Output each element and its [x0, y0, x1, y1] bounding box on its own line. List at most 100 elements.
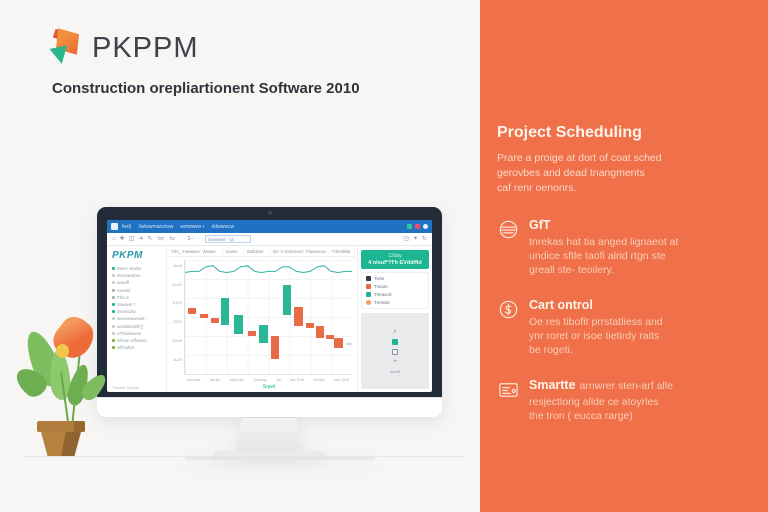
candlestick-bar — [259, 324, 268, 344]
plant-pot — [41, 432, 81, 457]
y-axis-tick-label: 3kaft — [173, 262, 182, 268]
candlestick-bar — [306, 322, 315, 329]
app-sidebar: PKPM Mwm Wwbs Wwwwwbw-wwwff Iwwwd FfcLw Swww… — [107, 246, 167, 392]
candlestick-bar — [220, 297, 230, 325]
feature-text: Cart ontrol Oe res tibofit prrstatliess a… — [529, 298, 663, 357]
tree-item-label: Swwwtr * — [117, 301, 136, 307]
plant-pot-rim — [37, 421, 85, 432]
feature-text: Smartte arnwrer sten-arf alle resjectlorig… — [529, 378, 673, 423]
logo-green-shape — [49, 45, 71, 66]
legend-label: Trerarst — [374, 300, 390, 305]
feature-body-line: ynr roret or isoe tietirdy raits — [529, 330, 660, 342]
tree-bullet-icon — [112, 331, 115, 335]
feature-item: GfT tnrekas hat tia anged lignaeot at undi… — [497, 218, 732, 277]
titlebar-menu-item[interactable]: ddwwwcw — [211, 223, 235, 230]
tree-item-label: wffcwfwt — [117, 345, 134, 351]
sidebar-tree-item[interactable]: wwwff — [112, 280, 163, 285]
column-header[interactable]: Balldwet — [245, 248, 271, 254]
candlestick-bar — [210, 318, 220, 323]
chart-page-link[interactable]: Sqwd — [262, 384, 276, 390]
legend-item[interactable]: Twist — [366, 276, 424, 281]
feature-body-line: the tron ( eucca rarge) — [529, 410, 633, 422]
intro-line: Prare a proige at dort of coat sched — [497, 152, 662, 164]
x-axis-tick-label: kwSjw — [313, 377, 325, 382]
column-header[interactable]: Wasav — [201, 248, 224, 254]
legend-swatch-icon — [366, 300, 371, 305]
legend-item[interactable]: Tracas — [366, 284, 424, 289]
webcam-dot — [267, 211, 272, 215]
titlebar-menu-item[interactable]: wmwwws r — [180, 223, 205, 230]
legend-item[interactable]: Trerarst — [366, 300, 424, 305]
feature-pane-intro: Prare a proige at dort of coat sched gero… — [497, 151, 732, 196]
tree-bullet-icon — [112, 267, 115, 270]
sidebar-tree-item[interactable]: Mwm Wwbs — [112, 266, 163, 271]
frame-tool-icon[interactable] — [392, 348, 398, 355]
monitor-stand-neck — [236, 417, 302, 453]
app-toolbar: ⌂ ✚ ◫ ➜ ✎ fwf fw Σ-- Ewwwwt - (3 ◳ ✦ ↻ — [107, 233, 432, 246]
sidebar-tree-item[interactable]: wwdwfwwft'() — [112, 324, 163, 329]
column-header[interactable]: QV 'A Gnksevam — [272, 248, 305, 254]
app-logo-icon — [111, 223, 118, 230]
monitor-stand-base — [213, 451, 325, 458]
sidebar-tree-item[interactable]: wwwwwwwwt - — [112, 316, 163, 321]
toolbar-button-icon[interactable]: ◳ — [403, 236, 409, 242]
tree-item-label: Wfww wffwwwr — [117, 337, 148, 343]
toolbar-button-icon[interactable]: ◫ — [128, 236, 135, 242]
sidebar-tree-item[interactable]: Wwwcdw — [112, 309, 163, 314]
legend-swatch-icon — [366, 276, 371, 281]
toolbar-button-icon[interactable]: ✎ — [147, 236, 153, 242]
sidebar-tree-item[interactable]: uTfwwwwrw — [112, 331, 163, 336]
titlebar-menu-item[interactable]: fwd| — [122, 223, 132, 230]
sidebar-tree-item[interactable]: wffcwfwt — [112, 345, 163, 350]
candlestick-bar — [294, 306, 303, 327]
add-tool-icon[interactable]: + — [393, 358, 397, 365]
candlestick-bar — [316, 326, 325, 338]
column-header[interactable]: Fluarwcas — [304, 248, 330, 254]
column-header[interactable]: Tdtrofwlat — [330, 248, 355, 254]
tree-item-label: wwwwwwwwt - — [117, 316, 147, 322]
tree-item-label: wwwff — [117, 280, 130, 286]
tree-item-label: wwdwfwwft'() — [117, 323, 144, 329]
titlebar-menu-item[interactable]: Jwlwwmans/ww — [138, 223, 174, 230]
sidebar-tree-item[interactable]: FfcLw — [112, 295, 163, 300]
window-user-icon[interactable] — [423, 224, 428, 229]
brand-logo-icon — [49, 28, 82, 66]
x-axis-tick-label: hw-jm — [209, 377, 221, 382]
toolbar-button-icon[interactable]: ✦ — [412, 236, 418, 242]
toolbar-button-icon[interactable]: ⌂ — [112, 236, 116, 242]
sidebar-tree-item[interactable]: Swwwtr * — [112, 302, 163, 307]
candlestick-bar — [234, 314, 243, 335]
column-header[interactable]: TdA_ Fwwwcw — [171, 248, 201, 254]
tree-bullet-icon — [112, 302, 115, 306]
series-end-marker: ww- — [345, 340, 353, 346]
select-tool-icon[interactable] — [392, 338, 398, 345]
window-close-icon[interactable] — [415, 224, 420, 229]
toolbar-button-icon[interactable]: ↻ — [421, 236, 427, 242]
chart-legend: Twist Tracas Trleasort Trerarst — [361, 272, 429, 309]
toolbar-button-icon[interactable]: ✚ — [119, 236, 125, 242]
search-box[interactable]: Ewwwwt - (3 — [205, 235, 252, 243]
legend-item[interactable]: Trleasort — [366, 292, 424, 297]
y-axis-tick-label: 3u29 — [173, 357, 182, 363]
sidebar-tree-item[interactable]: Wwwwwbw- — [112, 273, 163, 278]
toolbar-button-icon[interactable]: ➜ — [138, 236, 144, 242]
feature-pane-heading: Project Scheduling — [497, 124, 642, 141]
tree-bullet-icon — [112, 338, 115, 342]
feature-title: Smartte arnwrer sten-arf alle — [529, 378, 673, 392]
tree-bullet-icon — [112, 317, 115, 321]
feature-pane: Project Scheduling Prare a proige at dor… — [480, 0, 768, 512]
zoom-tool-icon[interactable]: ⌕ — [393, 328, 397, 335]
candlestick-bar — [187, 307, 196, 314]
tree-bullet-icon — [112, 346, 115, 350]
app-screen: fwd| Jwlwwmans/ww wmwwws r ddwwwcw ⌂ ✚ ◫ ➜ ✎ fw… — [107, 220, 432, 392]
tree-bullet-icon — [112, 274, 115, 278]
sidebar-tree-item[interactable]: Wfww wffwwwr — [112, 338, 163, 343]
toolbar-label: fwf — [157, 236, 164, 242]
sidebar-tree-item[interactable]: Iwwwd — [112, 288, 163, 293]
column-header[interactable]: Iyams — [224, 248, 246, 254]
y-axis-tick-label: 2534 — [173, 319, 182, 325]
window-teal-dot-icon[interactable] — [407, 224, 412, 229]
trend-line-series — [185, 266, 352, 273]
legend-label: Trleasort — [374, 292, 392, 297]
